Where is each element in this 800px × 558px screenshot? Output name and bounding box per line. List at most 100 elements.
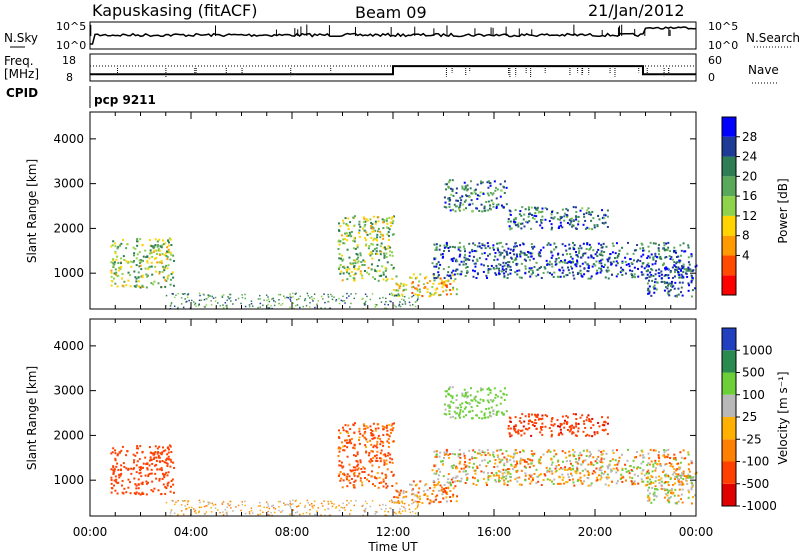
power-echo [526,250,529,253]
velocity-echo [163,476,166,479]
velocity-echo [530,450,533,453]
velocity-echo [445,491,448,494]
velocity-echo [342,429,345,432]
velocity-echo [577,422,580,425]
power-echo [489,184,492,187]
power-echo [162,239,165,242]
power-echo [509,248,512,251]
velocity-echo [654,469,657,472]
power-echo [575,215,578,218]
power-echo [650,274,653,277]
power-echo [683,250,686,253]
power-echo [486,242,489,245]
power-echo [633,273,636,276]
power-echo [371,252,374,255]
velocity-echo [160,453,163,456]
power-echo [365,239,368,242]
velocity-echo [446,451,449,454]
velocity-echo [343,506,346,509]
power-echo [428,295,431,298]
power-echo [462,263,465,266]
power-echo [451,245,454,248]
velocity-echo [669,465,672,468]
power-echo [385,268,388,271]
velocity-echo [295,499,297,502]
power-echo [114,282,117,285]
power-echo [572,206,575,209]
power-echo [150,282,153,285]
power-echo [594,253,597,256]
velocity-echo [299,513,301,516]
power-echo [604,214,607,217]
velocity-echo [541,414,544,417]
power-echo [145,286,148,289]
velocity-echo [457,455,460,458]
velocity-echo [386,429,389,432]
velocity-echo [338,509,341,512]
power-echo [364,223,367,226]
power-echo [347,227,350,230]
power-echo [395,289,398,292]
power-echo [173,305,176,307]
velocity-echo [504,477,507,480]
power-echo [691,289,694,292]
velocity-echo [244,512,247,515]
power-echo [636,260,639,263]
velocity-echo [375,445,378,448]
power-echo [172,276,175,279]
velocity-echo [355,499,357,502]
velocity-echo [478,401,481,404]
velocity-echo [367,473,370,476]
power-echo [663,242,666,245]
power-echo [642,247,645,250]
velocity-echo [125,454,128,457]
velocity-echo [339,464,342,467]
velocity-echo [341,466,344,469]
power-colorbar-segment [722,156,736,177]
velocity-echo [320,502,323,505]
power-echo [473,189,476,192]
velocity-echo [399,512,402,515]
velocity-echo [352,469,355,472]
power-echo [537,211,540,214]
power-echo [472,275,475,278]
velocity-echo [361,505,363,507]
velocity-echo [681,474,684,477]
velocity-echo [561,415,564,418]
velocity-colorbar-segment [722,372,736,395]
velocity-echo [598,474,601,477]
power-echo [374,269,377,272]
velocity-echo [546,469,549,472]
power-echo [371,276,374,279]
velocity-echo [535,415,538,418]
velocity-echo [110,452,113,455]
power-echo [359,272,362,275]
power-echo [461,195,464,198]
velocity-echo [497,456,500,459]
velocity-colorbar-tick-label: 25 [742,410,757,424]
power-echo [221,295,224,297]
velocity-echo [654,459,657,462]
velocity-echo [509,417,512,420]
velocity-echo [566,416,569,419]
power-echo [385,279,388,282]
power-echo [473,262,476,265]
velocity-echo [434,464,437,467]
power-echo [666,267,669,270]
velocity-echo [642,480,645,483]
power-echo [677,270,680,273]
power-echo [572,261,575,264]
velocity-echo [297,505,299,508]
power-echo [621,273,624,276]
power-echo [165,294,168,297]
power-echo [397,293,400,295]
velocity-echo [591,472,594,475]
power-echo [689,269,692,272]
velocity-echo [609,468,612,471]
power-echo [147,266,150,269]
power-echo [356,257,359,260]
velocity-echo [476,401,479,404]
power-echo [640,271,643,274]
velocity-echo [449,394,452,397]
power-echo [533,245,536,248]
